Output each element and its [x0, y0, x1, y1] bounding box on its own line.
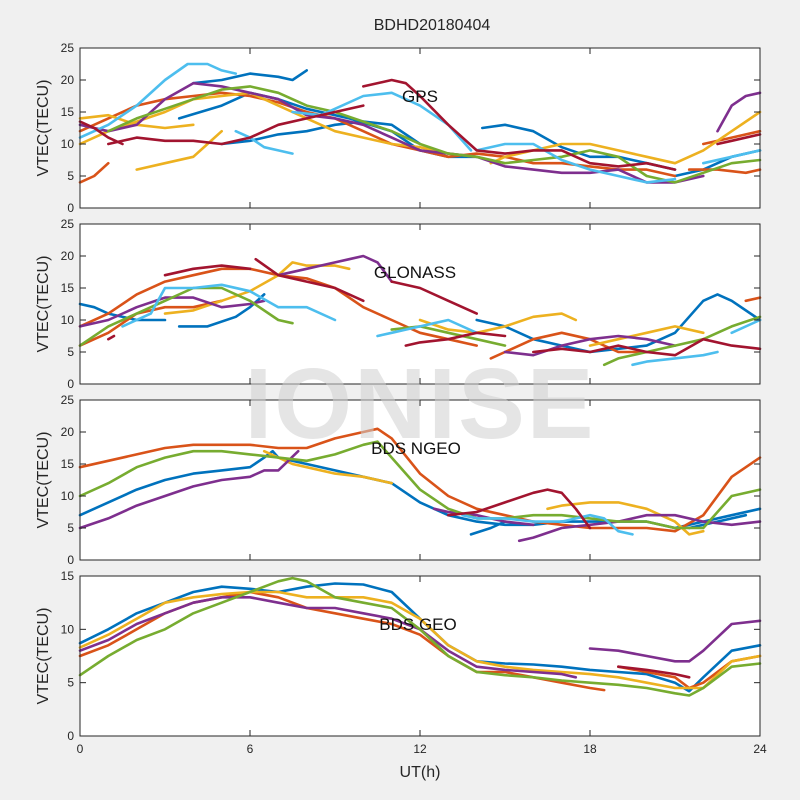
series-line: [475, 293, 762, 354]
y-tick-label: 5: [67, 169, 74, 183]
y-tick-label: 15: [61, 569, 75, 583]
series-line: [78, 296, 266, 328]
y-tick-label: 5: [67, 676, 74, 690]
series-line: [78, 120, 124, 146]
series-line: [617, 665, 691, 679]
series-line: [461, 513, 634, 536]
y-tick-label: 20: [61, 425, 75, 439]
y-tick-label: 10: [61, 489, 75, 503]
y-tick-label: 25: [61, 393, 75, 407]
y-tick-label: 5: [67, 521, 74, 535]
series-line: [469, 520, 507, 536]
series-line: [78, 596, 578, 679]
series-line: [390, 280, 478, 315]
y-tick-label: 0: [67, 377, 74, 391]
y-tick-label: 0: [67, 729, 74, 743]
plot-area: [80, 400, 760, 560]
series-line: [78, 299, 223, 347]
series-line: [631, 350, 719, 367]
y-tick-label: 0: [67, 553, 74, 567]
x-tick-label: 0: [77, 742, 84, 756]
series-line: [503, 334, 677, 357]
y-axis-label: VTEC(TECU): [35, 608, 52, 705]
series-line: [78, 440, 762, 530]
series-line: [687, 168, 762, 175]
series-line: [163, 264, 252, 277]
y-tick-label: 5: [67, 345, 74, 359]
series-line: [730, 318, 762, 335]
series-line: [376, 318, 478, 338]
series-line: [475, 142, 677, 184]
series-line: [702, 149, 762, 165]
y-tick-label: 10: [61, 313, 75, 327]
y-tick-label: 10: [61, 622, 75, 636]
y-tick-label: 20: [61, 73, 75, 87]
series-line: [78, 590, 762, 690]
series-line: [588, 619, 762, 663]
series-line: [78, 161, 110, 184]
series-line: [744, 296, 762, 303]
series-line: [277, 254, 393, 283]
y-tick-label: 15: [61, 457, 75, 471]
y-tick-label: 25: [61, 41, 75, 55]
panel-gps: 0 5 10 15 20 25 GPS VTEC(TECU): [35, 41, 762, 215]
series-line: [418, 312, 578, 335]
y-tick-label: 15: [61, 281, 75, 295]
series-line: [702, 129, 762, 146]
y-axis-label: VTEC(TECU): [35, 80, 52, 177]
y-tick-label: 10: [61, 137, 75, 151]
series-line: [588, 325, 705, 347]
series-line: [716, 133, 762, 146]
x-axis-label: UT(h): [400, 764, 441, 781]
series-line: [192, 69, 308, 85]
series-line: [78, 427, 762, 533]
y-tick-label: 15: [61, 105, 75, 119]
panel-bds-ngeo: 0 5 10 15 20 25 BDS NGEO VTEC(TECU): [35, 393, 762, 567]
series-line: [254, 257, 365, 303]
x-tick-label: 12: [413, 742, 427, 756]
series-line: [602, 315, 762, 367]
y-axis-label: VTEC(TECU): [35, 256, 52, 353]
panel-label: GLONASS: [374, 263, 456, 282]
panel-label: GPS: [402, 87, 438, 106]
panel-label: BDS GEO: [379, 615, 456, 634]
panels: 0 5 10 15 20 25 GPS VTEC(TECU) 0 5 10 15 20 25 GLONASS…: [35, 41, 767, 756]
series-line: [716, 91, 762, 133]
panel-bds-geo: 0 5 10 15 0 6 12 18 24 BDS GEO VTEC(TECU): [35, 569, 767, 756]
panel-label: BDS NGEO: [371, 439, 461, 458]
y-tick-label: 20: [61, 249, 75, 263]
x-tick-label: 6: [247, 742, 254, 756]
series-line: [362, 78, 677, 171]
series-line: [107, 85, 762, 184]
panel-glonass: 0 5 10 15 20 25 GLONASS VTEC(TECU): [35, 217, 762, 391]
chart-title: BDHD20180404: [374, 17, 491, 34]
series-line: [517, 513, 762, 543]
plot-area: [80, 48, 760, 208]
series-line: [78, 576, 762, 697]
series-line: [135, 129, 223, 171]
series-line: [481, 123, 677, 171]
series-line: [432, 507, 535, 527]
y-tick-label: 25: [61, 217, 75, 231]
series-line: [687, 513, 748, 530]
x-tick-label: 24: [753, 742, 767, 756]
series-line: [234, 129, 294, 155]
plot-area: [80, 224, 760, 384]
y-tick-label: 0: [67, 201, 74, 215]
y-axis-label: VTEC(TECU): [35, 432, 52, 529]
series-line: [78, 449, 300, 530]
series-line: [546, 501, 705, 536]
series-line: [107, 104, 365, 146]
x-tick-label: 18: [583, 742, 597, 756]
watermark: IONISE: [245, 348, 596, 460]
series-line: [404, 331, 507, 347]
series-line: [447, 488, 592, 530]
series-line: [121, 283, 337, 328]
series-line: [532, 337, 762, 357]
series-line: [78, 62, 238, 139]
series-line: [107, 334, 116, 341]
